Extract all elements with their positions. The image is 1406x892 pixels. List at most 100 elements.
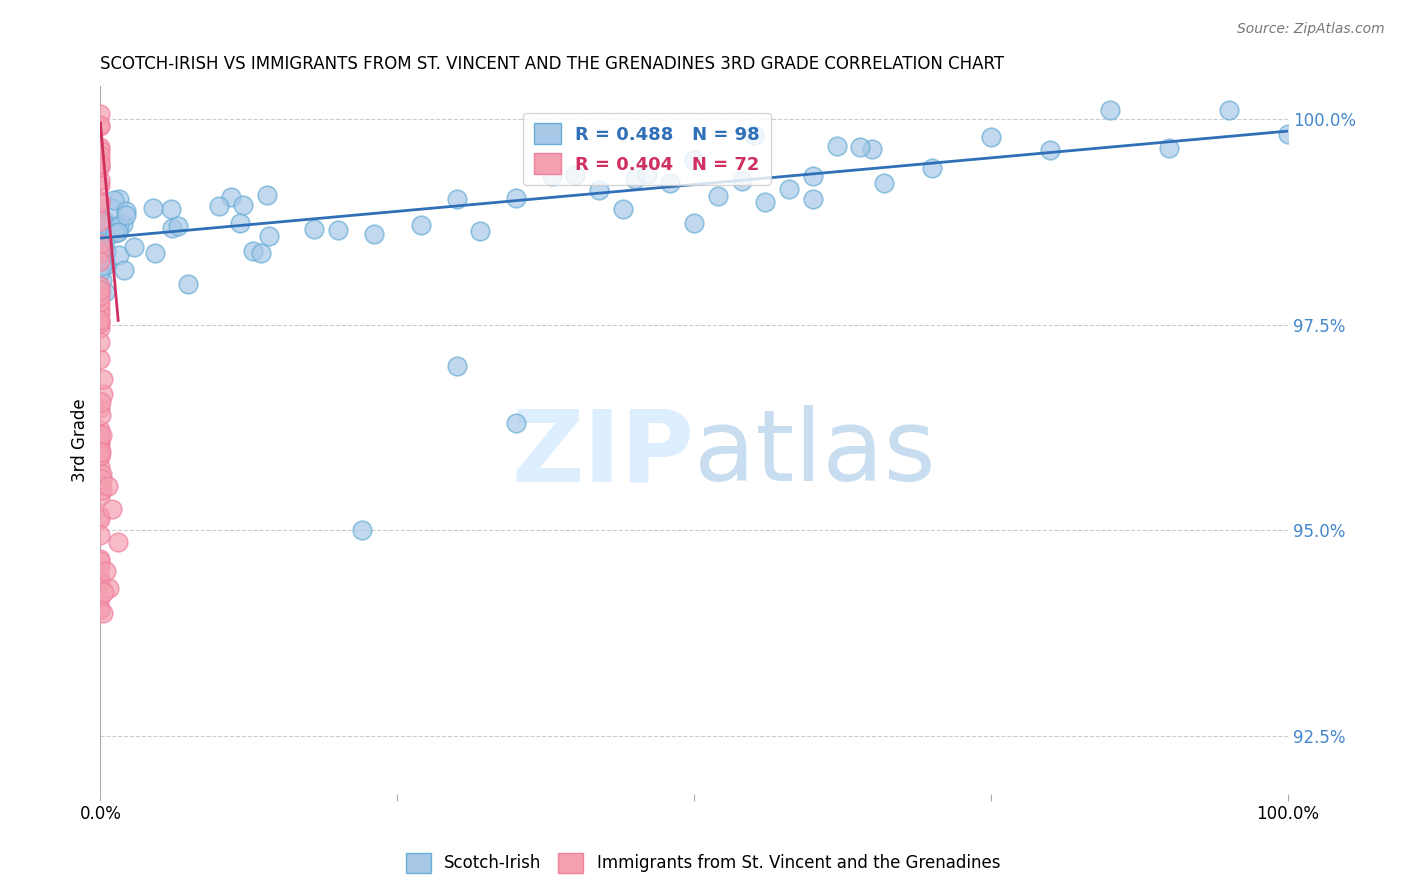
- Point: [93, 212, 115, 227]
- Point: [860, 142, 883, 156]
- Point: [94, 258, 117, 272]
- Point: [107, 225, 129, 239]
- Point: [612, 202, 634, 216]
- Point: [90, 444, 112, 458]
- Point: [89, 334, 111, 349]
- Point: [89, 139, 111, 153]
- Point: [89, 603, 111, 617]
- Point: [1218, 103, 1240, 118]
- Point: [94, 285, 117, 299]
- Point: [114, 203, 136, 218]
- Point: [108, 192, 131, 206]
- Point: [108, 248, 131, 262]
- Point: [89, 401, 111, 415]
- Point: [90, 285, 112, 300]
- Point: [89, 283, 111, 297]
- Point: [778, 181, 800, 195]
- Point: [166, 219, 188, 234]
- Point: [636, 167, 658, 181]
- Point: [446, 192, 468, 206]
- Point: [112, 217, 135, 231]
- Point: [100, 501, 122, 516]
- Text: ZIP: ZIP: [512, 405, 695, 502]
- Point: [326, 222, 349, 236]
- Point: [94, 231, 117, 245]
- Point: [142, 202, 165, 216]
- Point: [89, 509, 111, 524]
- Point: [89, 143, 111, 157]
- Point: [122, 240, 145, 254]
- Point: [89, 450, 111, 464]
- Point: [89, 489, 111, 503]
- Point: [89, 288, 111, 302]
- Point: [89, 434, 111, 448]
- Point: [849, 139, 872, 153]
- Point: [93, 372, 115, 386]
- Point: [505, 191, 527, 205]
- Text: Source: ZipAtlas.com: Source: ZipAtlas.com: [1237, 22, 1385, 37]
- Point: [89, 237, 111, 252]
- Legend: Scotch-Irish, Immigrants from St. Vincent and the Grenadines: Scotch-Irish, Immigrants from St. Vincen…: [399, 847, 1007, 880]
- Point: [108, 219, 131, 234]
- Point: [409, 218, 432, 232]
- Point: [94, 564, 117, 578]
- Point: [564, 168, 586, 182]
- Point: [94, 245, 117, 260]
- Point: [91, 387, 114, 401]
- Point: [91, 606, 114, 620]
- Point: [160, 202, 183, 217]
- Point: [89, 571, 111, 585]
- Point: [89, 600, 111, 615]
- Point: [89, 431, 111, 445]
- Point: [219, 189, 242, 203]
- Point: [90, 428, 112, 442]
- Point: [107, 534, 129, 549]
- Point: [94, 252, 117, 267]
- Point: [94, 217, 117, 231]
- Point: [363, 227, 385, 241]
- Point: [707, 189, 730, 203]
- Point: [89, 559, 111, 574]
- Point: [256, 188, 278, 202]
- Point: [89, 423, 111, 437]
- Point: [1159, 141, 1181, 155]
- Point: [588, 183, 610, 197]
- Point: [89, 528, 111, 542]
- Point: [89, 107, 111, 121]
- Point: [90, 477, 112, 491]
- Point: [229, 216, 252, 230]
- Point: [177, 277, 200, 291]
- Point: [90, 408, 112, 422]
- Point: [89, 119, 111, 133]
- Point: [89, 435, 111, 450]
- Point: [93, 224, 115, 238]
- Point: [89, 173, 111, 187]
- Point: [89, 160, 111, 174]
- Point: [921, 161, 943, 175]
- Point: [801, 169, 824, 183]
- Point: [89, 306, 111, 320]
- Point: [90, 251, 112, 265]
- Point: [623, 171, 645, 186]
- Point: [232, 198, 254, 212]
- Text: SCOTCH-IRISH VS IMMIGRANTS FROM ST. VINCENT AND THE GRENADINES 3RD GRADE CORRELA: SCOTCH-IRISH VS IMMIGRANTS FROM ST. VINC…: [100, 55, 1004, 73]
- Point: [89, 253, 111, 268]
- Point: [1098, 103, 1121, 118]
- Point: [89, 449, 111, 463]
- Point: [446, 359, 468, 373]
- Point: [754, 194, 776, 209]
- Point: [89, 153, 111, 167]
- Point: [91, 483, 114, 498]
- Point: [801, 192, 824, 206]
- Point: [93, 219, 115, 233]
- Point: [112, 263, 135, 277]
- Point: [659, 176, 682, 190]
- Point: [89, 551, 111, 566]
- Point: [89, 511, 111, 525]
- Point: [103, 193, 125, 207]
- Point: [97, 478, 120, 492]
- Point: [107, 224, 129, 238]
- Point: [250, 246, 273, 260]
- Point: [89, 119, 111, 133]
- Point: [540, 169, 562, 184]
